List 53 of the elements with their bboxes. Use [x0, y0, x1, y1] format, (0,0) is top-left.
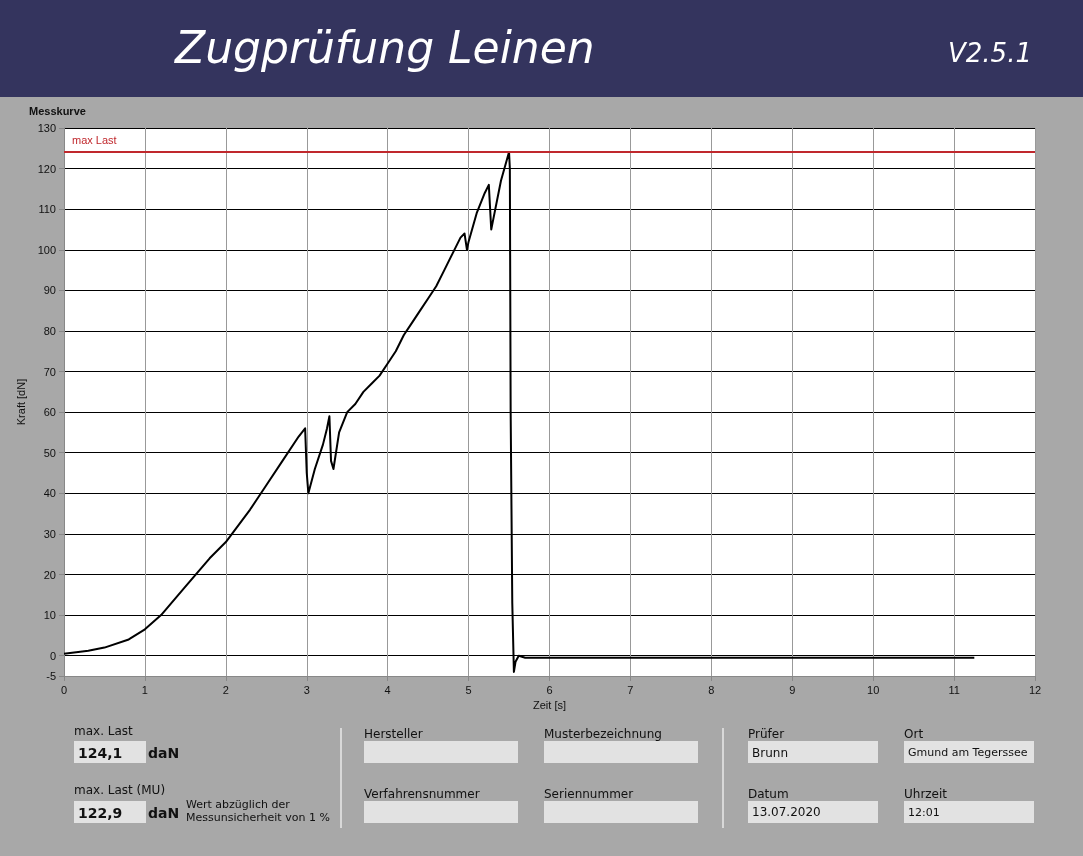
text: daN [148, 805, 180, 821]
x-tick-label: 12 [1028, 683, 1042, 696]
y-tick-label: 40 [43, 487, 56, 500]
text: daN [148, 745, 180, 761]
chart-title: Zugprüfung Leinen [175, 22, 595, 73]
y-tick-label: 100 [37, 243, 56, 256]
x-tick-label: 5 [465, 683, 472, 696]
text: Datum [748, 787, 789, 801]
text: Musterbezeichnung [544, 727, 662, 741]
text: Hersteller [364, 727, 423, 741]
x-tick-label: 10 [867, 683, 880, 696]
y-tick-label: 20 [43, 568, 56, 581]
x-tick-label: 0 [60, 683, 68, 696]
text: max. Last [74, 724, 133, 738]
text: max. Last (MU) [74, 783, 166, 797]
y-tick-label: 50 [43, 446, 56, 459]
x-axis-title: Zeit [s] [532, 699, 567, 712]
y-tick-label: 120 [37, 162, 56, 175]
y-tick-label: 30 [43, 527, 56, 540]
text: 12:01 [908, 806, 940, 819]
y-tick-label: 60 [43, 406, 56, 419]
y-tick-label: 130 [37, 122, 56, 134]
y-tick-label: -5 [46, 670, 56, 682]
text: 122,9 [78, 805, 123, 821]
chart-subtitle: Messkurve [29, 104, 86, 117]
x-tick-label: 3 [303, 683, 310, 696]
x-tick-label: 6 [546, 683, 553, 696]
text: 124,1 [78, 745, 123, 761]
text: Verfahrensnummer [364, 787, 480, 801]
text: Gmund am Tegerssee [908, 746, 1028, 759]
x-tick-label: 9 [789, 683, 796, 696]
x-tick-label: 1 [141, 683, 148, 696]
y-axis-title: Kraft [dN] [15, 378, 28, 426]
x-tick-label: 4 [384, 683, 391, 696]
text: Prüfer [748, 727, 785, 741]
y-tick-label: 80 [43, 324, 56, 337]
y-tick-label: 110 [38, 203, 56, 216]
text: Wert abzüglich der Messunsicherheit von 1 % [186, 798, 331, 824]
y-tick-label: 10 [43, 609, 56, 622]
text: Ort [904, 727, 924, 741]
text: V2.5.1 [948, 38, 1032, 68]
y-tick-label: 70 [43, 365, 56, 378]
x-tick-label: 11 [948, 683, 960, 696]
x-tick-label: 2 [222, 683, 229, 696]
x-tick-label: 8 [708, 683, 715, 696]
text: Uhrzeit [904, 787, 948, 801]
text: Seriennummer [544, 787, 634, 801]
y-tick-label: 0 [49, 649, 56, 662]
text: Brunn [752, 746, 788, 760]
ref-line-label: max Last [72, 134, 117, 147]
y-tick-label: 90 [43, 284, 56, 297]
text: 13.07.2020 [752, 805, 821, 819]
x-tick-label: 7 [627, 683, 634, 696]
